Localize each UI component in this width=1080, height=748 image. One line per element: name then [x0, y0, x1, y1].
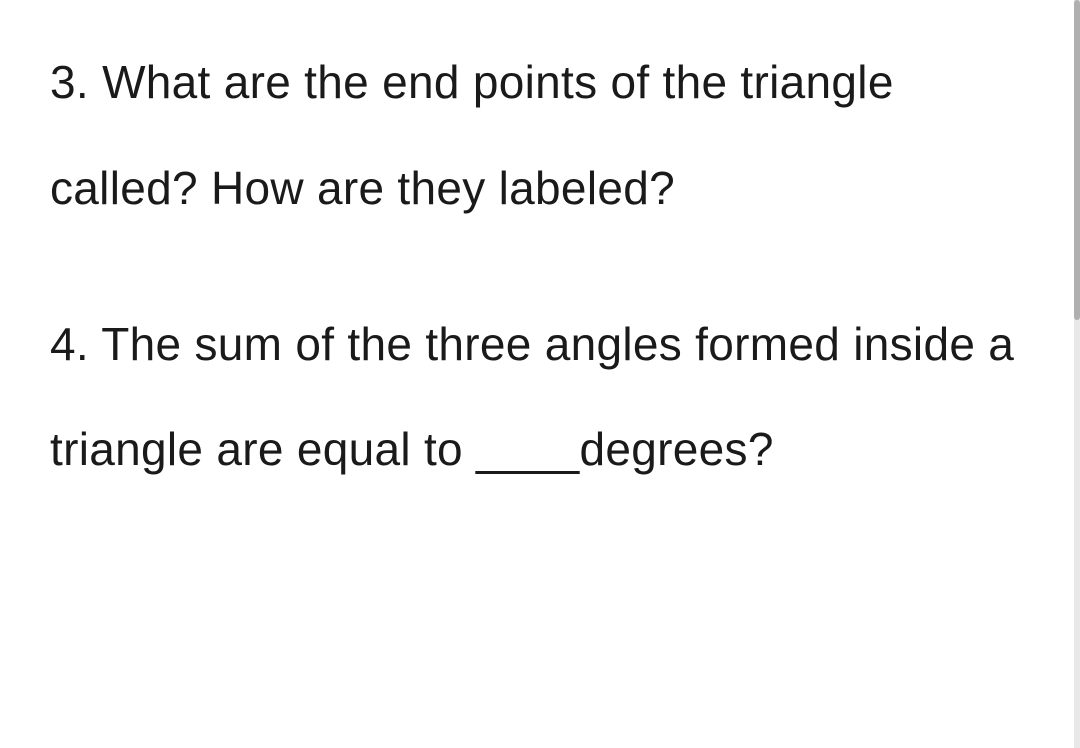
document-content: 3. What are the end points of the triang… [0, 0, 1080, 533]
scrollbar-thumb[interactable] [1074, 0, 1080, 320]
question-number: 3. [50, 56, 89, 108]
question-4: 4. The sum of the three angles formed in… [50, 292, 1045, 504]
question-text: What are the end points of the triangle … [50, 56, 894, 214]
question-number: 4. [50, 318, 89, 370]
question-3: 3. What are the end points of the triang… [50, 30, 1045, 242]
question-text: The sum of the three angles formed insid… [50, 318, 1014, 476]
